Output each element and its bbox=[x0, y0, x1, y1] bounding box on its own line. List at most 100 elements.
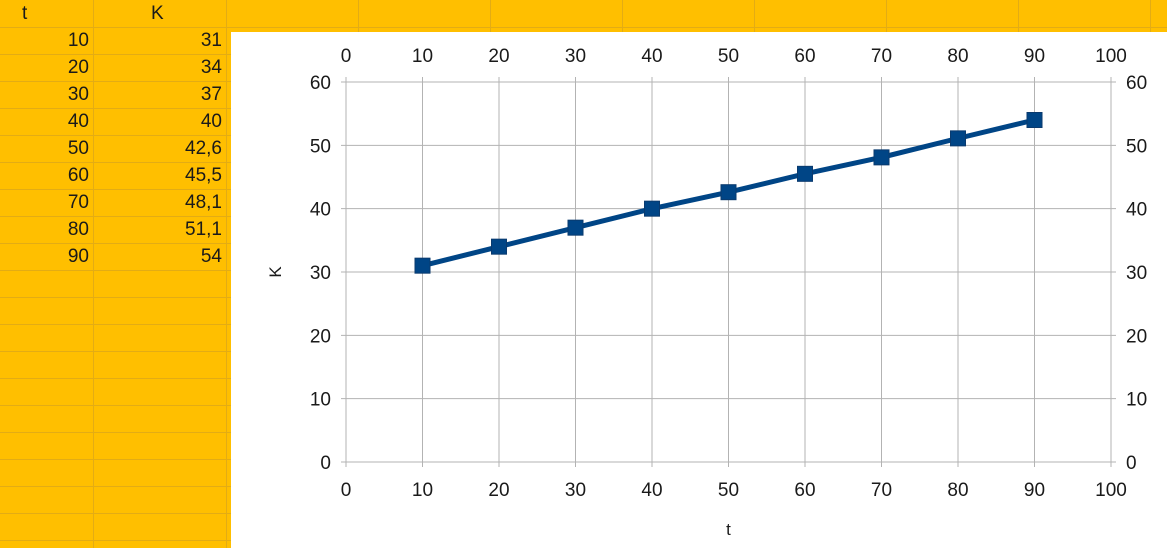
y-tick-label-left: 20 bbox=[310, 326, 331, 347]
y-tick-label-left: 30 bbox=[310, 263, 331, 284]
data-row: 20 34 bbox=[0, 54, 1167, 81]
y-tick-label-left: 60 bbox=[310, 73, 331, 94]
column-divider bbox=[886, 0, 887, 32]
cell-k[interactable]: 37 bbox=[200, 84, 222, 105]
y-tick-label-right: 60 bbox=[1126, 73, 1147, 94]
x-tick-label-top: 10 bbox=[412, 46, 433, 67]
header-cell-k[interactable]: K bbox=[151, 3, 164, 24]
data-row: 50 42,6 bbox=[0, 135, 1167, 162]
column-divider bbox=[93, 0, 94, 548]
x-tick-label-bottom: 80 bbox=[947, 480, 968, 501]
cell-k[interactable]: 48,1 bbox=[185, 192, 222, 213]
row-divider bbox=[0, 540, 231, 541]
cell-t[interactable]: 50 bbox=[67, 138, 89, 159]
x-tick-label-top: 100 bbox=[1095, 46, 1127, 67]
x-tick-label-bottom: 90 bbox=[1024, 480, 1045, 501]
row-divider bbox=[0, 27, 1167, 28]
y-tick-label-right: 0 bbox=[1126, 453, 1137, 474]
y-axis-title: K bbox=[266, 266, 285, 278]
header-cell-t[interactable]: t bbox=[22, 3, 28, 24]
cell-k[interactable]: 51,1 bbox=[185, 219, 222, 240]
x-tick-label-bottom: 10 bbox=[412, 480, 433, 501]
row-divider bbox=[0, 459, 231, 460]
column-divider bbox=[226, 0, 227, 548]
x-tick-label-top: 40 bbox=[641, 46, 662, 67]
row-divider bbox=[0, 378, 231, 379]
data-row: 60 45,5 bbox=[0, 162, 1167, 189]
data-row: 80 51,1 bbox=[0, 216, 1167, 243]
cell-t[interactable]: 90 bbox=[67, 246, 89, 267]
x-tick-label-bottom: 20 bbox=[488, 480, 509, 501]
cell-k[interactable]: 54 bbox=[200, 246, 222, 267]
column-divider bbox=[358, 0, 359, 32]
x-axis-title: t bbox=[726, 520, 731, 539]
row-divider bbox=[0, 135, 231, 136]
y-tick-label-left: 50 bbox=[310, 136, 331, 157]
row-divider bbox=[0, 243, 231, 244]
cell-k[interactable]: 45,5 bbox=[185, 165, 222, 186]
x-tick-label-bottom: 100 bbox=[1095, 480, 1127, 501]
cell-t[interactable]: 20 bbox=[67, 57, 89, 78]
x-tick-label-bottom: 40 bbox=[641, 480, 662, 501]
row-divider bbox=[0, 270, 231, 271]
cell-k[interactable]: 40 bbox=[200, 111, 222, 132]
cell-t[interactable]: 70 bbox=[67, 192, 89, 213]
cell-k[interactable]: 31 bbox=[200, 30, 222, 51]
plot-area bbox=[345, 81, 1112, 463]
cell-k[interactable]: 34 bbox=[200, 57, 222, 78]
row-divider bbox=[0, 513, 231, 514]
y-tick-label-left: 0 bbox=[320, 453, 331, 474]
column-divider bbox=[754, 0, 755, 32]
column-divider bbox=[1150, 0, 1151, 32]
x-tick-label-top: 20 bbox=[488, 46, 509, 67]
row-divider bbox=[0, 189, 231, 190]
x-tick-label-bottom: 30 bbox=[565, 480, 586, 501]
data-row: 70 48,1 bbox=[0, 189, 1167, 216]
chart-panel[interactable]: 0 0 10 10 20 20 30 30 40 40 50 50 60 60 70 70 80 80 90 90 10… bbox=[231, 32, 1167, 548]
data-point-marker bbox=[567, 219, 584, 236]
data-point-marker bbox=[797, 165, 813, 182]
cell-t[interactable]: 40 bbox=[67, 111, 89, 132]
data-point-marker bbox=[491, 238, 507, 255]
cell-t[interactable]: 10 bbox=[67, 30, 89, 51]
row-divider bbox=[0, 486, 231, 487]
y-tick-label-left: 40 bbox=[310, 200, 331, 221]
column-divider bbox=[490, 0, 491, 32]
row-divider bbox=[0, 81, 231, 82]
y-tick-label-left: 10 bbox=[310, 390, 331, 411]
data-row: 40 40 bbox=[0, 108, 1167, 135]
row-divider bbox=[0, 54, 231, 55]
row-divider bbox=[0, 432, 231, 433]
y-tick-label-right: 40 bbox=[1126, 200, 1147, 221]
x-tick-label-bottom: 50 bbox=[718, 480, 739, 501]
y-tick-label-right: 20 bbox=[1126, 326, 1147, 347]
x-tick-label-top: 60 bbox=[794, 46, 815, 67]
data-point-marker bbox=[720, 184, 737, 201]
x-tick-label-top: 50 bbox=[718, 46, 739, 67]
column-divider bbox=[1018, 0, 1019, 32]
cell-t[interactable]: 80 bbox=[67, 219, 89, 240]
column-divider bbox=[622, 0, 623, 32]
y-tick-label-right: 50 bbox=[1126, 136, 1147, 157]
x-tick-label-top: 0 bbox=[341, 46, 352, 67]
row-divider bbox=[0, 297, 231, 298]
cell-k[interactable]: 42,6 bbox=[185, 138, 222, 159]
row-divider bbox=[0, 162, 231, 163]
x-tick-label-top: 90 bbox=[1024, 46, 1045, 67]
x-tick-label-bottom: 0 bbox=[341, 480, 352, 501]
row-divider bbox=[0, 405, 231, 406]
data-point-marker bbox=[873, 149, 890, 166]
row-divider bbox=[0, 216, 231, 217]
y-tick-label-right: 10 bbox=[1126, 390, 1147, 411]
data-point-marker bbox=[1026, 112, 1043, 128]
cell-t[interactable]: 60 bbox=[67, 165, 89, 186]
x-tick-label-bottom: 60 bbox=[794, 480, 815, 501]
x-tick-label-bottom: 70 bbox=[871, 480, 892, 501]
cell-t[interactable]: 30 bbox=[67, 84, 89, 105]
y-tick-label-right: 30 bbox=[1126, 263, 1147, 284]
x-tick-label-top: 80 bbox=[947, 46, 968, 67]
data-point-marker bbox=[644, 200, 660, 217]
data-point-marker bbox=[950, 130, 966, 147]
